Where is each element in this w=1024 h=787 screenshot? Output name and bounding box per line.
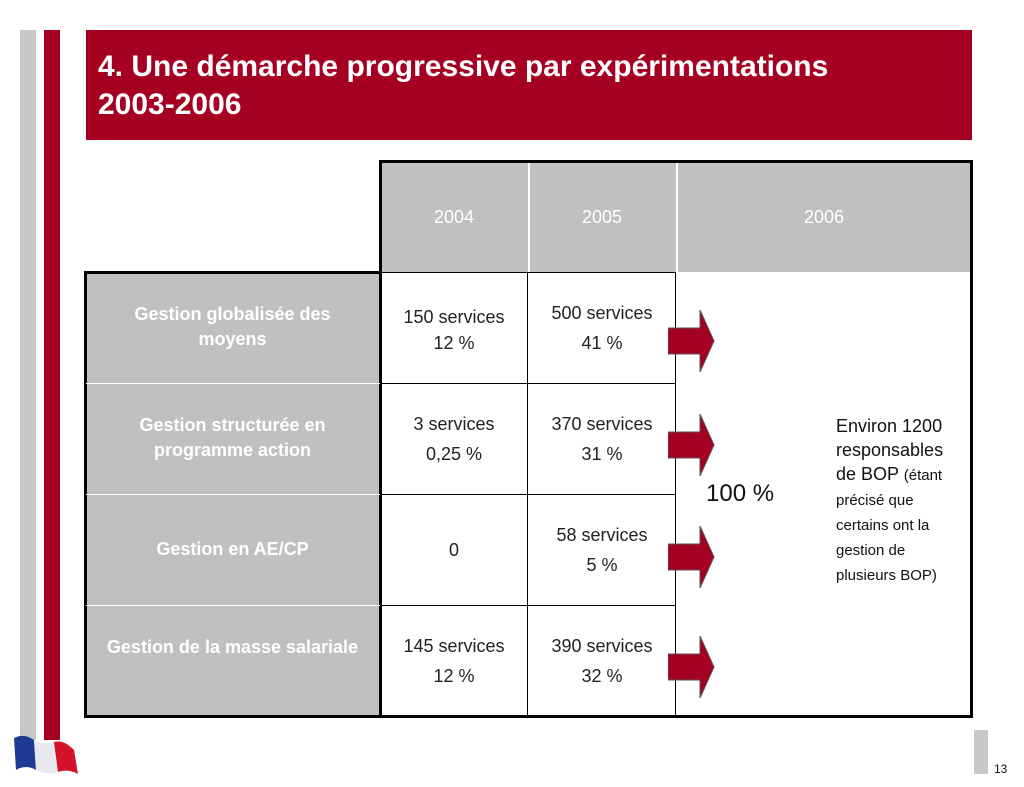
note-main: Environ 1200 responsables de BOP [836, 416, 944, 484]
cell-percent: 12 % [433, 333, 475, 353]
cell-2005-row3: 58 services 5 % [528, 494, 676, 605]
row-label-gestion-globalisee: Gestion globalisée des moyens [85, 272, 380, 383]
cell-2004-row4: 145 services 12 % [380, 605, 528, 716]
cell-percent: 41 % [581, 333, 623, 353]
note-2006: Environ 1200 responsables de BOP (étant … [836, 414, 968, 587]
arrow-right-icon [668, 414, 715, 476]
slide-title-line2: 2003-2006 [98, 88, 242, 121]
page-number: 13 [994, 762, 1008, 776]
cell-value: 58 services [556, 525, 648, 545]
table-line [379, 160, 382, 717]
header-cell-2005: 2005 [528, 162, 676, 272]
table-line [84, 271, 87, 717]
table-line [84, 271, 382, 274]
row-label-masse-salariale: Gestion de la masse salariale [85, 605, 380, 716]
rowhead-divider [86, 605, 380, 606]
french-flag-icon [14, 735, 78, 774]
arrow-right-icon [668, 526, 715, 588]
table-line [380, 494, 676, 495]
cell-2005-row4: 390 services 32 % [528, 605, 676, 716]
page-number-bar [974, 730, 988, 774]
cell-percent: 12 % [433, 666, 475, 686]
cell-value: 500 services [551, 303, 653, 323]
table-line [380, 605, 676, 606]
row-label-gestion-structuree: Gestion structurée en programme action [85, 383, 380, 494]
cell-2005-row2: 370 services 31 % [528, 383, 676, 494]
cell-2005-row1: 500 services 41 % [528, 272, 676, 383]
cell-percent: 5 % [586, 555, 618, 575]
cell-value: 3 services [413, 414, 495, 434]
rowhead-divider [86, 383, 380, 384]
slide-title-line1: 4. Une démarche progressive par expérime… [98, 50, 829, 83]
cell-percent: 0,25 % [425, 444, 483, 464]
row-label-text: Gestion structurée en programme action [139, 415, 326, 460]
header-divider [676, 163, 678, 272]
cell-value: 390 services [551, 636, 653, 656]
cell-percent: 31 % [581, 444, 623, 464]
row-label-text: Gestion de la masse salariale [106, 637, 359, 657]
row-label-gestion-ae-cp: Gestion en AE/CP [85, 494, 380, 605]
cell-2006-merged [676, 272, 972, 716]
left-red-stripe [44, 30, 60, 740]
cell-value: 150 services [403, 307, 505, 327]
table-line [380, 272, 676, 273]
cell-2004-row2: 3 services 0,25 % [380, 383, 528, 494]
cell-value: 370 services [551, 414, 653, 434]
cell-percent: 32 % [581, 666, 623, 686]
percent-2006: 100 % [706, 480, 775, 507]
header-cell-2004: 2004 [380, 162, 528, 272]
arrow-right-icon [668, 310, 715, 372]
arrow-right-icon [668, 636, 715, 698]
cell-2004-row3: 0 [380, 494, 528, 605]
note-detail: (étant précisé que certains ont la gesti… [836, 467, 943, 584]
row-label-text: Gestion globalisée des moyens [134, 304, 331, 349]
table-line [84, 715, 973, 718]
table-line [970, 160, 973, 717]
rowhead-divider [86, 494, 380, 495]
table-line [380, 160, 973, 163]
cell-value: 0 [448, 539, 459, 560]
header-divider [528, 163, 530, 272]
cell-value: 145 services [403, 636, 505, 656]
row-label-text: Gestion en AE/CP [156, 539, 309, 559]
cell-2004-row1: 150 services 12 % [380, 272, 528, 383]
title-band: 4. Une démarche progressive par expérime… [86, 30, 972, 140]
header-cell-2006: 2006 [676, 162, 972, 272]
left-grey-stripe [20, 30, 36, 740]
table-line [380, 383, 676, 384]
